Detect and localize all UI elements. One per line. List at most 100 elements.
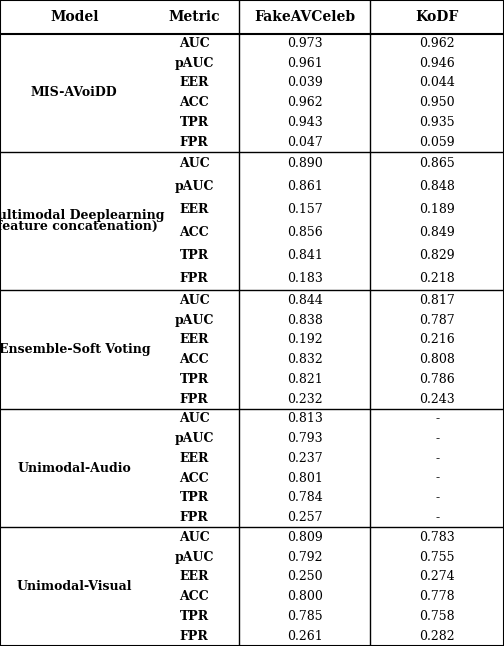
Text: -: - <box>435 432 439 445</box>
Text: AUC: AUC <box>178 157 210 170</box>
Text: 0.261: 0.261 <box>287 630 323 643</box>
Text: Multimodal Deeplearning: Multimodal Deeplearning <box>0 209 165 222</box>
Text: 0.785: 0.785 <box>287 610 323 623</box>
Text: 0.216: 0.216 <box>419 333 455 346</box>
Text: 0.838: 0.838 <box>287 313 323 326</box>
Text: EER: EER <box>179 333 209 346</box>
Text: 0.157: 0.157 <box>287 203 323 216</box>
Text: 0.059: 0.059 <box>419 136 455 149</box>
Text: 0.044: 0.044 <box>419 76 455 90</box>
Text: 0.232: 0.232 <box>287 393 323 406</box>
Text: 0.973: 0.973 <box>287 37 323 50</box>
Text: EER: EER <box>179 76 209 90</box>
Text: 0.813: 0.813 <box>287 412 323 425</box>
Text: -: - <box>435 511 439 524</box>
Text: 0.829: 0.829 <box>419 249 455 262</box>
Text: EER: EER <box>179 570 209 583</box>
Text: 0.861: 0.861 <box>287 180 323 193</box>
Text: 0.189: 0.189 <box>419 203 455 216</box>
Text: FPR: FPR <box>179 511 209 524</box>
Text: pAUC: pAUC <box>174 57 214 70</box>
Text: 0.856: 0.856 <box>287 226 323 239</box>
Text: 0.792: 0.792 <box>287 550 323 563</box>
Text: 0.218: 0.218 <box>419 273 455 286</box>
Text: 0.890: 0.890 <box>287 157 323 170</box>
Text: AUC: AUC <box>178 37 210 50</box>
Text: 0.047: 0.047 <box>287 136 323 149</box>
Text: FPR: FPR <box>179 630 209 643</box>
Text: pAUC: pAUC <box>174 313 214 326</box>
Text: Metric: Metric <box>168 10 220 24</box>
Text: AUC: AUC <box>178 531 210 544</box>
Text: Model: Model <box>50 10 99 24</box>
Text: TPR: TPR <box>179 492 209 505</box>
Text: 0.250: 0.250 <box>287 570 323 583</box>
Text: ACC: ACC <box>179 226 209 239</box>
Text: 0.192: 0.192 <box>287 333 323 346</box>
Text: FPR: FPR <box>179 393 209 406</box>
Text: 0.282: 0.282 <box>419 630 455 643</box>
Text: Unimodal-Audio: Unimodal-Audio <box>18 462 131 475</box>
Text: FPR: FPR <box>179 136 209 149</box>
Text: 0.817: 0.817 <box>419 294 455 307</box>
Text: 0.786: 0.786 <box>419 373 455 386</box>
Text: pAUC: pAUC <box>174 432 214 445</box>
Text: 0.962: 0.962 <box>287 96 323 109</box>
Text: 0.793: 0.793 <box>287 432 323 445</box>
Text: -: - <box>435 472 439 484</box>
Text: ACC: ACC <box>179 472 209 484</box>
Text: EER: EER <box>179 452 209 465</box>
Text: AUC: AUC <box>178 294 210 307</box>
Text: 0.848: 0.848 <box>419 180 455 193</box>
Text: 0.821: 0.821 <box>287 373 323 386</box>
Text: EER: EER <box>179 203 209 216</box>
Text: 0.755: 0.755 <box>419 550 455 563</box>
Text: 0.758: 0.758 <box>419 610 455 623</box>
Text: 0.844: 0.844 <box>287 294 323 307</box>
Text: TPR: TPR <box>179 373 209 386</box>
Text: (feature concatenation): (feature concatenation) <box>0 220 158 233</box>
Text: 0.946: 0.946 <box>419 57 455 70</box>
Text: 0.783: 0.783 <box>419 531 455 544</box>
Text: 0.808: 0.808 <box>419 353 455 366</box>
Text: KoDF: KoDF <box>416 10 459 24</box>
Text: 0.243: 0.243 <box>419 393 455 406</box>
Text: 0.801: 0.801 <box>287 472 323 484</box>
Text: TPR: TPR <box>179 116 209 129</box>
Text: 0.809: 0.809 <box>287 531 323 544</box>
Text: 0.274: 0.274 <box>419 570 455 583</box>
Text: pAUC: pAUC <box>174 550 214 563</box>
Text: 0.039: 0.039 <box>287 76 323 90</box>
Text: -: - <box>435 412 439 425</box>
Text: 0.950: 0.950 <box>419 96 455 109</box>
Text: MIS-AVoiDD: MIS-AVoiDD <box>31 87 117 99</box>
Text: FPR: FPR <box>179 273 209 286</box>
Text: ACC: ACC <box>179 590 209 603</box>
Text: 0.257: 0.257 <box>287 511 323 524</box>
Text: AUC: AUC <box>178 412 210 425</box>
Text: 0.832: 0.832 <box>287 353 323 366</box>
Text: 0.778: 0.778 <box>419 590 455 603</box>
Text: ACC: ACC <box>179 353 209 366</box>
Text: 0.849: 0.849 <box>419 226 455 239</box>
Text: 0.961: 0.961 <box>287 57 323 70</box>
Text: 0.183: 0.183 <box>287 273 323 286</box>
Text: TPR: TPR <box>179 610 209 623</box>
Text: 0.865: 0.865 <box>419 157 455 170</box>
Text: FakeAVCeleb: FakeAVCeleb <box>255 10 355 24</box>
Text: 0.943: 0.943 <box>287 116 323 129</box>
Text: 0.800: 0.800 <box>287 590 323 603</box>
Text: TPR: TPR <box>179 249 209 262</box>
Text: Ensemble-Soft Voting: Ensemble-Soft Voting <box>0 343 150 356</box>
Text: 0.962: 0.962 <box>419 37 455 50</box>
Text: -: - <box>435 452 439 465</box>
Text: 0.935: 0.935 <box>419 116 455 129</box>
Text: 0.237: 0.237 <box>287 452 323 465</box>
Text: 0.784: 0.784 <box>287 492 323 505</box>
Text: 0.841: 0.841 <box>287 249 323 262</box>
Text: pAUC: pAUC <box>174 180 214 193</box>
Text: -: - <box>435 492 439 505</box>
Text: ACC: ACC <box>179 96 209 109</box>
Text: 0.787: 0.787 <box>419 313 455 326</box>
Text: Unimodal-Visual: Unimodal-Visual <box>17 580 132 593</box>
